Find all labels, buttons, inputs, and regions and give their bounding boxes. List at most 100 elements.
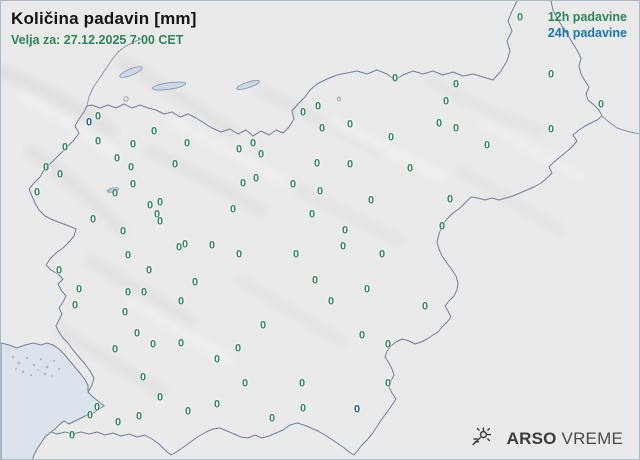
- station-value[interactable]: 0: [235, 248, 243, 261]
- station-value[interactable]: 0: [213, 353, 221, 366]
- station-value[interactable]: 0: [156, 215, 164, 228]
- station-value[interactable]: 0: [111, 343, 119, 356]
- station-value[interactable]: 0: [346, 158, 354, 171]
- station-value[interactable]: 0: [339, 240, 347, 253]
- station-value[interactable]: 0: [257, 148, 265, 161]
- station-value[interactable]: 0: [353, 403, 361, 416]
- station-value[interactable]: 0: [191, 276, 199, 289]
- station-value[interactable]: 0: [235, 143, 243, 156]
- map-header: Količina padavin [mm] Velja za: 27.12.20…: [11, 9, 197, 47]
- station-value[interactable]: 0: [146, 199, 154, 212]
- station-value[interactable]: 0: [346, 118, 354, 131]
- station-value[interactable]: 0: [406, 162, 414, 175]
- station-value[interactable]: 0: [111, 187, 119, 200]
- station-value[interactable]: 0: [129, 138, 137, 151]
- station-value[interactable]: 0: [149, 338, 157, 351]
- station-value[interactable]: 0: [61, 141, 69, 154]
- station-value[interactable]: 0: [89, 213, 97, 226]
- station-value[interactable]: 0: [129, 178, 137, 191]
- station-value[interactable]: 0: [175, 241, 183, 254]
- station-value[interactable]: 0: [208, 239, 216, 252]
- station-value[interactable]: 0: [156, 391, 164, 404]
- station-value[interactable]: 0: [597, 98, 605, 111]
- station-value[interactable]: 0: [311, 274, 319, 287]
- station-value[interactable]: 0: [94, 110, 102, 123]
- station-value[interactable]: 0: [299, 402, 307, 415]
- station-value[interactable]: 0: [119, 225, 127, 238]
- station-value[interactable]: 0: [391, 72, 399, 85]
- station-value[interactable]: 0: [127, 161, 135, 174]
- station-value[interactable]: 0: [268, 412, 276, 425]
- station-value[interactable]: 0: [241, 377, 249, 390]
- station-value[interactable]: 0: [289, 178, 297, 191]
- station-value[interactable]: 0: [133, 327, 141, 340]
- station-value[interactable]: 0: [183, 137, 191, 150]
- station-value[interactable]: 0: [442, 95, 450, 108]
- brand-product: VREME: [561, 429, 623, 448]
- station-value[interactable]: 0: [229, 203, 237, 216]
- station-value[interactable]: 0: [113, 152, 121, 165]
- station-value[interactable]: 0: [259, 319, 267, 332]
- station-value[interactable]: 0: [384, 338, 392, 351]
- station-value[interactable]: 0: [181, 238, 189, 251]
- station-value[interactable]: 0: [121, 306, 129, 319]
- station-value[interactable]: 0: [446, 193, 454, 206]
- station-value[interactable]: 0: [42, 161, 50, 174]
- station-value[interactable]: 0: [314, 100, 322, 113]
- station-value[interactable]: 0: [171, 158, 179, 171]
- station-value[interactable]: 0: [438, 220, 446, 233]
- station-value[interactable]: 0: [316, 185, 324, 198]
- station-value[interactable]: 0: [249, 137, 257, 150]
- station-value[interactable]: 0: [140, 286, 148, 299]
- station-value[interactable]: 0: [292, 248, 300, 261]
- station-value[interactable]: 0: [384, 377, 392, 390]
- station-value[interactable]: 0: [55, 264, 63, 277]
- station-value[interactable]: 0: [452, 122, 460, 135]
- station-value[interactable]: 0: [150, 125, 158, 138]
- station-value[interactable]: 0: [139, 371, 147, 384]
- station-value[interactable]: 0: [516, 11, 524, 24]
- station-value[interactable]: 0: [483, 139, 491, 152]
- station-value[interactable]: 0: [114, 416, 122, 429]
- station-value[interactable]: 0: [421, 300, 429, 313]
- station-value[interactable]: 0: [313, 157, 321, 170]
- station-value[interactable]: 0: [298, 377, 306, 390]
- station-value[interactable]: 0: [547, 68, 555, 81]
- station-value[interactable]: 0: [327, 295, 335, 308]
- station-value[interactable]: 0: [239, 177, 247, 190]
- station-value[interactable]: 0: [184, 405, 192, 418]
- station-value[interactable]: 0: [252, 172, 260, 185]
- station-value[interactable]: 0: [33, 186, 41, 199]
- station-value[interactable]: 0: [85, 116, 93, 129]
- station-value[interactable]: 0: [318, 122, 326, 135]
- station-value[interactable]: 0: [86, 409, 94, 422]
- station-value[interactable]: 0: [68, 429, 76, 442]
- station-value[interactable]: 0: [341, 224, 349, 237]
- station-value[interactable]: 0: [234, 342, 242, 355]
- station-value[interactable]: 0: [93, 401, 101, 414]
- station-value[interactable]: 0: [367, 194, 375, 207]
- station-value[interactable]: 0: [363, 283, 371, 296]
- station-value[interactable]: 0: [56, 168, 64, 181]
- station-value[interactable]: 0: [124, 249, 132, 262]
- station-value[interactable]: 0: [387, 131, 395, 144]
- station-value[interactable]: 0: [547, 123, 555, 136]
- station-value[interactable]: 0: [378, 248, 386, 261]
- station-value[interactable]: 0: [156, 196, 164, 209]
- station-value[interactable]: 0: [75, 283, 83, 296]
- station-value[interactable]: 0: [213, 398, 221, 411]
- station-value[interactable]: 0: [308, 208, 316, 221]
- station-value[interactable]: 0: [94, 135, 102, 148]
- station-value[interactable]: 0: [358, 329, 366, 342]
- station-value[interactable]: 0: [177, 337, 185, 350]
- station-value[interactable]: 0: [177, 295, 185, 308]
- station-value[interactable]: 0: [435, 117, 443, 130]
- station-value[interactable]: 0: [71, 299, 79, 312]
- station-value[interactable]: 0: [299, 106, 307, 119]
- station-value[interactable]: 0: [153, 208, 161, 221]
- station-value[interactable]: 0: [135, 410, 143, 423]
- station-value[interactable]: 0: [124, 286, 132, 299]
- station-value[interactable]: 0: [145, 264, 153, 277]
- station-value[interactable]: 0: [452, 78, 460, 91]
